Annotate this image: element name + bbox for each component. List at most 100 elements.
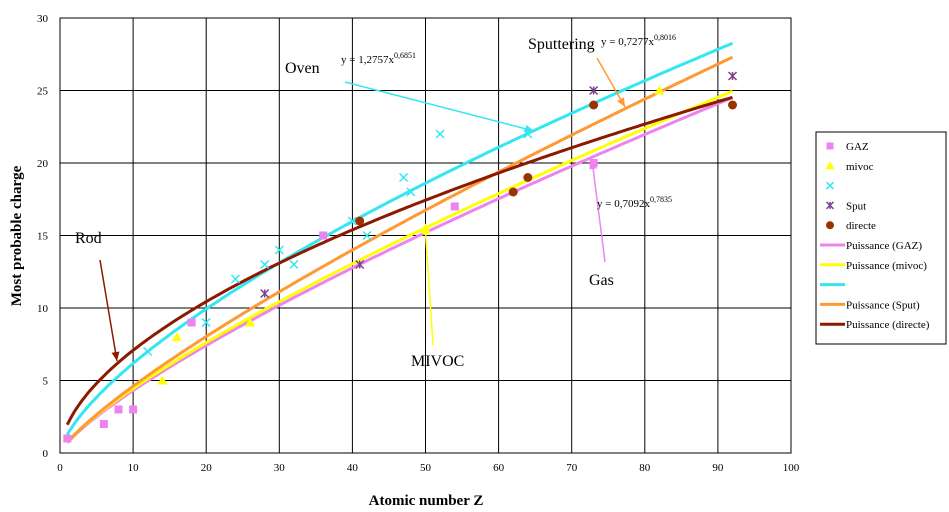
legend-swatch	[825, 161, 835, 170]
data-point	[399, 172, 409, 183]
annotation-sputtering: Sputtering	[528, 36, 595, 53]
legend-item	[825, 181, 835, 190]
x-tick-label: 80	[639, 462, 651, 474]
y-tick-label: 5	[43, 376, 49, 388]
legend-label: Puissance (Sput)	[846, 299, 920, 311]
x-tick-label: 100	[783, 462, 800, 474]
data-point	[171, 332, 182, 341]
legend-item: GAZ	[826, 141, 869, 153]
equation-gas: y = 0,7092x0,7835	[597, 195, 672, 210]
arrow-oven	[344, 81, 535, 133]
data-point	[450, 202, 459, 211]
annotation-mivoc: MIVOC	[411, 353, 464, 370]
x-tick-label: 0	[57, 462, 63, 474]
legend-label: Puissance (GAZ)	[846, 240, 922, 252]
annotation-arrows	[99, 57, 626, 362]
legend-label: Puissance (mivoc)	[846, 260, 927, 272]
arrow-sputtering	[596, 57, 626, 108]
legend-item: Puissance (GAZ)	[820, 240, 922, 252]
equation-sputtering: y = 0,7277x0,8016	[601, 33, 676, 48]
legend-item: Puissance (directe)	[820, 319, 930, 331]
data-point	[728, 100, 738, 110]
fit-curves	[65, 41, 734, 444]
equation-oven-exponent: 0,6851	[394, 51, 416, 60]
y-tick-label: 30	[37, 13, 49, 25]
arrow-mivoc	[421, 224, 434, 346]
y-tick-label: 20	[37, 158, 49, 170]
data-point	[274, 245, 284, 255]
legend-item: directe	[826, 220, 876, 232]
equation-oven: y = 1,2757x0,6851	[341, 51, 416, 66]
data-point	[654, 85, 665, 95]
legend: GAZ mivoc Sput directe Puissance (GAZ) Puissa…	[815, 131, 947, 345]
x-tick-label: 50	[420, 462, 432, 474]
equation-gas-exponent: 0,7835	[650, 195, 672, 204]
equation-sputtering-base: y = 0,7277x	[601, 36, 654, 48]
legend-label: GAZ	[846, 141, 869, 153]
data-point	[589, 100, 599, 110]
legend-items: GAZ mivoc Sput directe Puissance (GAZ) Puissa…	[820, 141, 930, 331]
data-point	[129, 405, 138, 414]
legend-item: Sput	[825, 200, 866, 212]
equation-sputtering-exponent: 0,8016	[654, 33, 676, 42]
data-point	[245, 317, 256, 327]
equation-oven-base: y = 1,2757x	[341, 54, 394, 66]
y-tick-label: 0	[43, 448, 49, 460]
legend-swatch	[826, 142, 834, 150]
data-point	[347, 216, 357, 226]
data-point	[260, 259, 270, 270]
fit-curve	[66, 96, 734, 444]
x-tick-label: 40	[347, 462, 359, 474]
data-point	[201, 317, 211, 328]
x-tick-label: 30	[274, 462, 286, 474]
data-point	[319, 231, 328, 240]
data-point	[727, 71, 738, 81]
data-point	[99, 420, 108, 428]
fit-curve	[66, 41, 734, 436]
x-tick-label: 90	[712, 462, 724, 474]
arrow-rod	[99, 259, 120, 362]
data-point	[508, 187, 518, 197]
data-point	[187, 318, 196, 327]
x-tick-label: 20	[201, 462, 213, 474]
data-point	[355, 259, 365, 270]
legend-item: mivoc	[825, 161, 874, 173]
data-point	[589, 85, 599, 96]
arrow-gas	[589, 159, 606, 263]
legend-label: mivoc	[846, 161, 874, 173]
data-point	[523, 173, 533, 182]
data-point	[435, 129, 445, 139]
data-point	[230, 274, 240, 284]
data-point	[63, 434, 72, 443]
fit-curve	[66, 55, 734, 444]
annotation-oven: Oven	[285, 60, 320, 77]
y-axis-title: Most probable charge	[9, 165, 25, 306]
y-tick-label: 15	[37, 231, 49, 243]
legend-label: Puissance (directe)	[846, 319, 930, 331]
data-point	[355, 216, 365, 226]
legend-item: Puissance (Sput)	[820, 299, 920, 311]
legend-label: Sput	[846, 200, 866, 212]
data-point	[260, 288, 270, 299]
x-axis-title: Atomic number Z	[369, 493, 484, 509]
x-tick-label: 10	[128, 462, 140, 474]
legend-item: Puissance (mivoc)	[820, 260, 927, 272]
data-point	[143, 346, 153, 357]
data-point	[114, 405, 123, 414]
y-tick-label: 25	[37, 86, 49, 98]
data-point	[157, 375, 168, 385]
legend-swatch	[825, 181, 835, 190]
legend-frame	[815, 131, 947, 345]
data-point	[362, 230, 372, 241]
data-point	[289, 259, 299, 270]
y-tick-label: 10	[37, 303, 49, 315]
data-point	[406, 187, 416, 197]
tick-labels: 0 10 20 30 40 50 60 70 80 90 100 0 5 10 15 20 25 30	[37, 13, 800, 474]
annotation-rod: Rod	[75, 230, 102, 247]
legend-swatch	[826, 221, 834, 230]
annotation-gas: Gas	[589, 272, 614, 289]
equation-gas-base: y = 0,7092x	[597, 198, 650, 210]
x-tick-label: 70	[566, 462, 578, 474]
x-tick-label: 60	[493, 462, 505, 474]
